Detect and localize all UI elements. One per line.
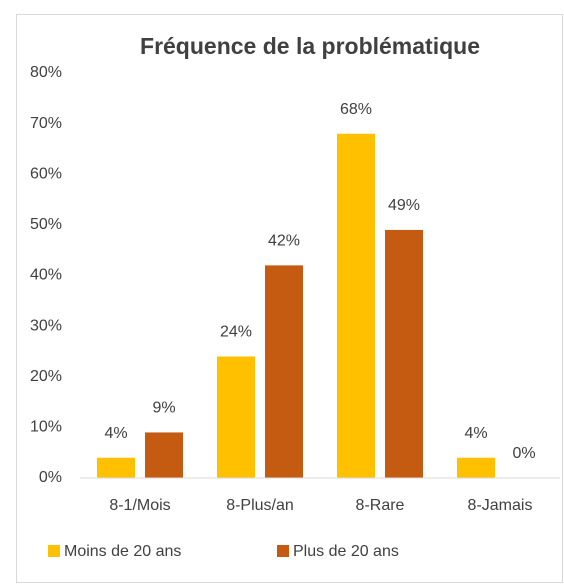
- chart-title: Fréquence de la problématique: [140, 33, 480, 59]
- data-label: 4%: [104, 425, 127, 442]
- y-tick-label: 70%: [30, 115, 62, 132]
- bar: [265, 265, 303, 478]
- y-tick-label: 50%: [30, 216, 62, 233]
- y-tick-label: 0%: [39, 469, 62, 486]
- x-tick-label: 8-Jamais: [468, 497, 533, 514]
- data-label: 49%: [388, 197, 420, 214]
- y-tick-label: 10%: [30, 419, 62, 436]
- y-tick-label: 30%: [30, 317, 62, 334]
- bar: [145, 432, 183, 478]
- x-tick-label: 8-Rare: [356, 497, 405, 514]
- legend-swatch: [277, 545, 289, 557]
- data-label: 4%: [464, 425, 487, 442]
- y-tick-label: 60%: [30, 165, 62, 182]
- data-label: 24%: [220, 324, 252, 341]
- y-tick-label: 80%: [30, 64, 62, 81]
- x-tick-label: 8-1/Mois: [109, 497, 170, 514]
- bar: [97, 457, 135, 478]
- y-tick-label: 20%: [30, 368, 62, 385]
- data-label: 0%: [512, 445, 535, 462]
- legend-swatch: [48, 545, 60, 557]
- data-label: 42%: [268, 233, 300, 250]
- x-tick-label: 8-Plus/an: [226, 497, 294, 514]
- bar: [457, 457, 495, 478]
- bar: [385, 229, 423, 478]
- data-label: 9%: [152, 400, 175, 417]
- legend-label: Plus de 20 ans: [293, 543, 399, 560]
- data-label: 68%: [340, 101, 372, 118]
- bar: [337, 133, 375, 478]
- y-tick-label: 40%: [30, 267, 62, 284]
- bar: [217, 356, 255, 478]
- chart-border: [16, 14, 563, 583]
- legend-label: Moins de 20 ans: [64, 543, 181, 560]
